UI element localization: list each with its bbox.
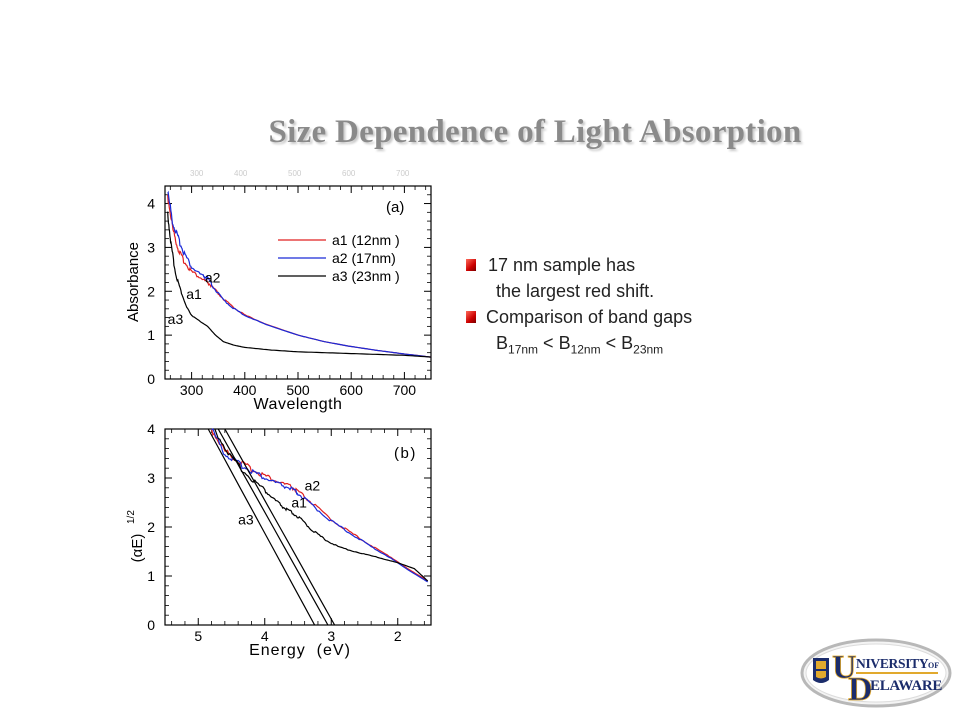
annotation-a1: a1 xyxy=(186,286,202,302)
slide-title: Size Dependence of Light Absorption xyxy=(268,114,802,150)
series-line-a3 xyxy=(214,428,429,582)
logo-text-of: OF xyxy=(928,661,939,670)
axis-ticks xyxy=(165,186,431,380)
math-lt: < xyxy=(538,333,559,353)
svg-text:400: 400 xyxy=(234,169,248,178)
y-tick-label: 1 xyxy=(147,568,155,584)
annotation-a3: a3 xyxy=(168,311,184,327)
bullet-continuation: the largest red shift. xyxy=(466,278,826,304)
bullet-item: 17 nm sample has xyxy=(466,252,826,278)
logo-initial-u: U xyxy=(832,649,857,686)
series-line-fit2 xyxy=(217,428,329,626)
math-b: B xyxy=(558,333,571,353)
absorbance-chart: 300 400 500 600 700 300 400 500 600 700 0 1 2 3 4… xyxy=(125,169,432,413)
x-tick-label: 700 xyxy=(393,382,417,398)
y-axis-label-group: (αE) 1/2 xyxy=(126,510,146,563)
bullet-text: Comparison of band gaps xyxy=(486,307,693,327)
svg-text:600: 600 xyxy=(342,169,356,178)
bullet-item: Comparison of band gaps xyxy=(466,304,826,330)
panel-label: (a) xyxy=(386,199,404,216)
bullet-text: the largest red shift. xyxy=(496,281,655,301)
math-sub: 23nm xyxy=(633,342,664,357)
y-axis-label-superscript: 1/2 xyxy=(126,510,137,524)
legend-label: a2 (17nm) xyxy=(332,250,396,266)
bullet-text: 17 nm sample has xyxy=(488,255,636,275)
y-tick-label: 2 xyxy=(147,283,155,299)
x-tick-label: 5 xyxy=(194,628,202,644)
legend-label: a3 (23nm ) xyxy=(332,268,400,284)
annotation-a3: a3 xyxy=(238,512,254,528)
y-tick-label: 3 xyxy=(147,470,155,486)
y-tick-label: 2 xyxy=(147,519,155,535)
bandgap-comparison: B17nm < B12nm < B23nm xyxy=(466,330,826,357)
svg-text:300: 300 xyxy=(190,169,204,178)
x-tick-label: 500 xyxy=(286,382,310,398)
x-tick-label: 2 xyxy=(394,628,402,644)
math-b: B xyxy=(621,333,634,353)
bullet-marker-icon xyxy=(466,259,476,271)
y-tick-label: 0 xyxy=(147,371,155,387)
x-tick-label: 4 xyxy=(261,628,269,644)
math-lt: < xyxy=(600,333,622,353)
panel-label: (b) xyxy=(394,445,417,462)
series-line-fit3 xyxy=(224,428,336,626)
x-tick-label: 3 xyxy=(327,628,335,644)
bullet-list: 17 nm sample has the largest red shift. … xyxy=(466,252,826,357)
series-lines xyxy=(167,190,432,358)
series-line-a2 xyxy=(211,428,429,583)
y-axis-label: (αE) xyxy=(129,534,146,563)
annotation-a2: a2 xyxy=(305,477,321,493)
series-line-a2 xyxy=(167,190,432,358)
y-tick-label: 3 xyxy=(147,239,155,255)
math-sub: 17nm xyxy=(508,342,539,357)
faded-top-axis-labels: 300 400 500 600 700 xyxy=(190,169,410,178)
y-tick-label: 4 xyxy=(147,196,155,212)
series-lines xyxy=(207,428,429,626)
logo-initial-d: D xyxy=(848,671,873,708)
y-axis-label: Absorbance xyxy=(125,242,142,322)
x-tick-label: 300 xyxy=(180,382,204,398)
annotation-a2: a2 xyxy=(205,270,221,286)
series-line-fit1 xyxy=(207,428,316,626)
y-tick-label: 1 xyxy=(147,327,155,343)
logo-text-top: NIVERSITY xyxy=(856,656,929,671)
tick-labels: 300 400 500 600 700 0 1 2 3 4 xyxy=(147,196,416,398)
tick-labels: 5 4 3 2 0 1 2 3 4 xyxy=(147,421,402,644)
bullet-marker-icon xyxy=(466,311,476,323)
x-tick-label: 400 xyxy=(233,382,257,398)
university-logo: U D NIVERSITY OF ELAWARE xyxy=(800,638,952,708)
svg-text:700: 700 xyxy=(396,169,410,178)
logo-text-bottom: ELAWARE xyxy=(870,678,942,694)
y-tick-label: 0 xyxy=(147,617,155,633)
x-tick-label: 600 xyxy=(340,382,364,398)
annotation-a1: a1 xyxy=(291,494,307,510)
chart-legend: a1 (12nm ) a2 (17nm) a3 (23nm ) xyxy=(278,232,400,284)
university-seal-icon xyxy=(813,658,829,683)
legend-label: a1 (12nm ) xyxy=(332,232,400,248)
x-axis-label: Wavelength xyxy=(254,396,343,413)
series-line-a3 xyxy=(167,211,432,358)
x-axis-label: Energy (eV) xyxy=(249,642,351,659)
math-sub: 12nm xyxy=(570,342,601,357)
math-b: B xyxy=(496,333,509,353)
y-tick-label: 4 xyxy=(147,421,155,437)
svg-text:500: 500 xyxy=(288,169,302,178)
